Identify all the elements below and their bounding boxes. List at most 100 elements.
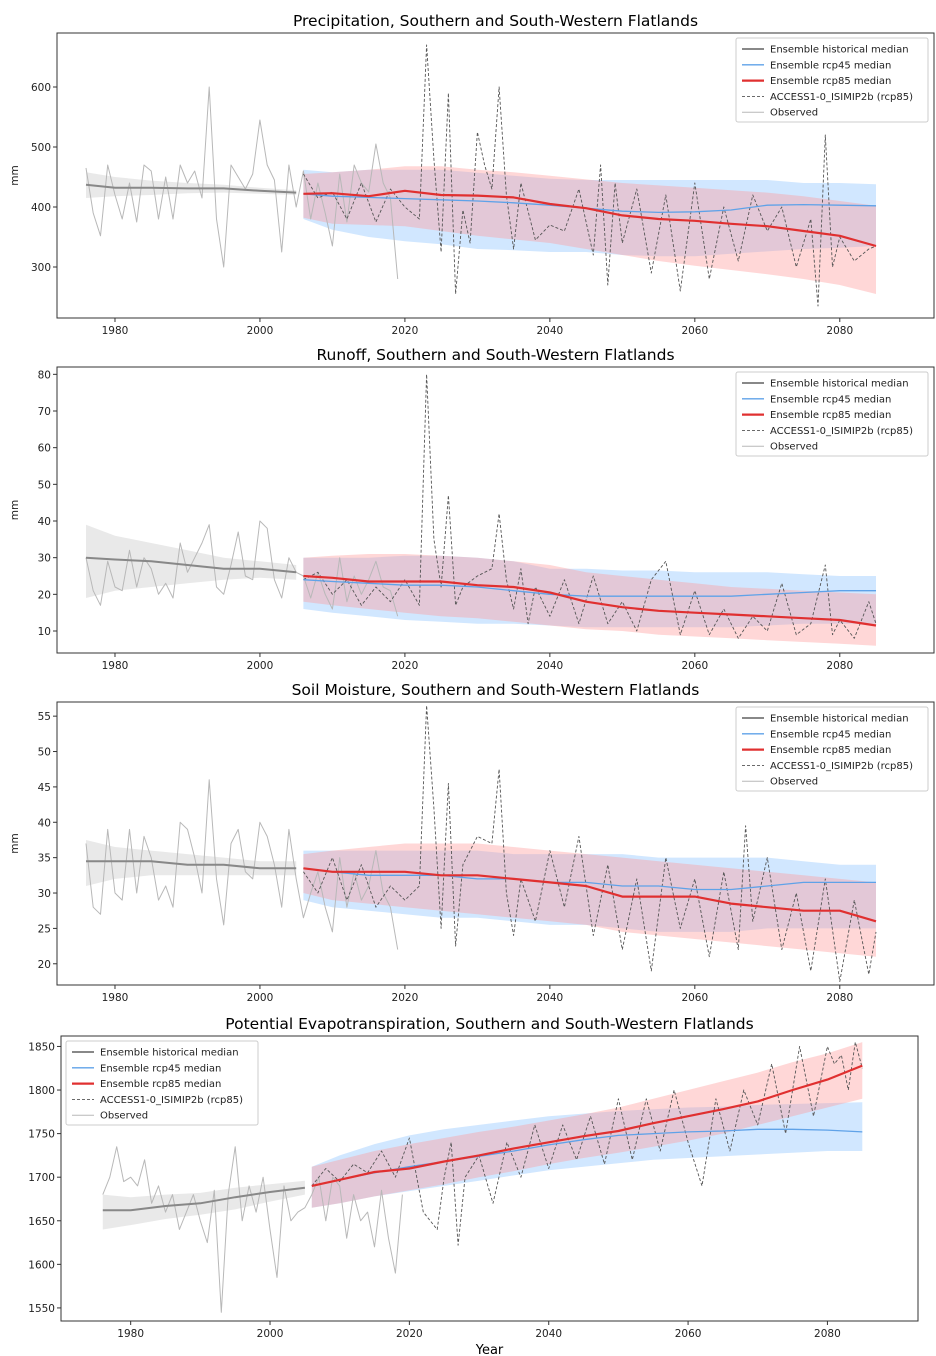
y-tick-label: 1600 [28, 1259, 55, 1271]
y-tick-label: 30 [38, 888, 51, 900]
band-1 [86, 172, 297, 198]
y-tick-label: 10 [38, 626, 51, 638]
legend-label-2: Ensemble rcp45 median [100, 1063, 221, 1074]
band-3 [303, 166, 876, 294]
band-2 [311, 1102, 863, 1208]
x-tick-label: 2060 [675, 1328, 702, 1340]
legend-label-2: Ensemble rcp45 median [770, 729, 891, 740]
chart-title: Potential Evapotranspiration, Southern a… [225, 1015, 753, 1033]
x-tick-label: 2060 [681, 992, 708, 1004]
y-axis-label: mm [9, 833, 21, 853]
legend-label-1: Ensemble historical median [100, 1048, 239, 1059]
legend-label-4: ACCESS1-0_ISIMIP2b (rcp85) [770, 761, 913, 772]
series-line-5 [85, 779, 399, 950]
legend-label-5: Observed [100, 1111, 148, 1122]
x-tick-label: 2000 [247, 325, 274, 337]
x-tick-label: 2000 [247, 992, 274, 1004]
x-tick-label: 2060 [681, 325, 708, 337]
x-tick-label: 2020 [396, 1328, 423, 1340]
y-tick-label: 50 [38, 479, 51, 491]
band-3 [311, 1042, 863, 1208]
legend-box [735, 37, 929, 123]
x-tick-label: 2080 [826, 992, 853, 1004]
chart-1: Precipitation, Southern and South-Wester… [9, 12, 935, 337]
y-tick-label: 50 [38, 747, 51, 759]
y-axis-label: mm [9, 165, 21, 185]
chart-2: Runoff, Southern and South-Western Flatl… [9, 346, 935, 672]
series-line-4 [303, 44, 877, 307]
chart-title: Precipitation, Southern and South-Wester… [293, 12, 698, 30]
y-tick-label: 600 [31, 82, 51, 94]
x-axis-label: Year [475, 1343, 504, 1356]
x-tick-label: 1980 [117, 1328, 144, 1340]
legend-label-3: Ensemble rcp85 median [770, 76, 891, 87]
band-2 [303, 169, 876, 257]
y-tick-label: 500 [31, 142, 51, 154]
series-line-3 [303, 189, 877, 248]
y-tick-label: 40 [38, 817, 51, 829]
chart-title: Runoff, Southern and South-Western Flatl… [316, 346, 674, 364]
series-line-5 [102, 1146, 403, 1313]
series-line-3 [311, 1064, 863, 1187]
plot-area [85, 373, 877, 646]
y-tick-label: 30 [38, 553, 51, 565]
band-1 [86, 524, 297, 598]
legend: Ensemble historical median Ensemble rcp45… [65, 1040, 259, 1126]
x-tick-label: 2040 [535, 1328, 562, 1340]
series-line-1 [102, 1186, 306, 1212]
legend-box [65, 1040, 259, 1126]
band-1 [86, 840, 297, 886]
y-tick-label: 1850 [28, 1041, 55, 1053]
plot-frame [56, 32, 935, 319]
x-tick-label: 1980 [102, 325, 129, 337]
legend-label-5: Observed [770, 777, 818, 788]
chart-4: Potential Evapotranspiration, Southern a… [28, 1015, 919, 1356]
legend-label-4: ACCESS1-0_ISIMIP2b (rcp85) [100, 1095, 243, 1106]
x-tick-label: 2000 [247, 660, 274, 672]
series-line-2 [303, 867, 876, 891]
x-tick-label: 2040 [536, 660, 563, 672]
y-tick-label: 400 [31, 202, 51, 214]
x-tick-label: 1980 [102, 660, 129, 672]
legend: Ensemble historical median Ensemble rcp45… [735, 371, 929, 457]
series-line-3 [303, 867, 877, 923]
band-2 [303, 850, 876, 932]
x-tick-label: 2060 [681, 660, 708, 672]
plot-frame [56, 701, 935, 986]
y-axis-label: mm [9, 500, 21, 520]
x-tick-label: 2020 [392, 992, 419, 1004]
legend-label-3: Ensemble rcp85 median [770, 745, 891, 756]
series-line-4 [303, 373, 877, 639]
x-tick-label: 2020 [392, 325, 419, 337]
legend-label-5: Observed [770, 108, 818, 119]
band-2 [303, 555, 876, 628]
y-tick-label: 20 [38, 589, 51, 601]
legend-label-1: Ensemble historical median [770, 379, 909, 390]
series-line-4 [303, 705, 877, 982]
legend-box [735, 371, 929, 457]
legend: Ensemble historical median Ensemble rcp45… [735, 706, 929, 792]
plot-area [102, 1041, 863, 1313]
y-tick-label: 70 [38, 406, 51, 418]
series-line-3 [303, 574, 877, 627]
plot-area [85, 705, 877, 982]
series-line-1 [85, 183, 297, 194]
y-tick-label: 300 [31, 262, 51, 274]
chart-3: Soil Moisture, Southern and South-Wester… [9, 681, 935, 1004]
legend-box [735, 706, 929, 792]
series-line-4 [311, 1041, 863, 1246]
plot-area [85, 44, 877, 307]
x-tick-label: 2020 [392, 660, 419, 672]
legend-label-4: ACCESS1-0_ISIMIP2b (rcp85) [770, 92, 913, 103]
legend-label-3: Ensemble rcp85 median [770, 410, 891, 421]
y-tick-label: 60 [38, 443, 51, 455]
y-tick-label: 1700 [28, 1172, 55, 1184]
x-tick-label: 2000 [257, 1328, 284, 1340]
legend-label-5: Observed [770, 442, 818, 453]
y-tick-label: 1800 [28, 1085, 55, 1097]
chart-title: Soil Moisture, Southern and South-Wester… [292, 681, 700, 699]
x-tick-label: 2080 [826, 660, 853, 672]
y-tick-label: 20 [38, 959, 51, 971]
series-line-5 [85, 86, 399, 280]
